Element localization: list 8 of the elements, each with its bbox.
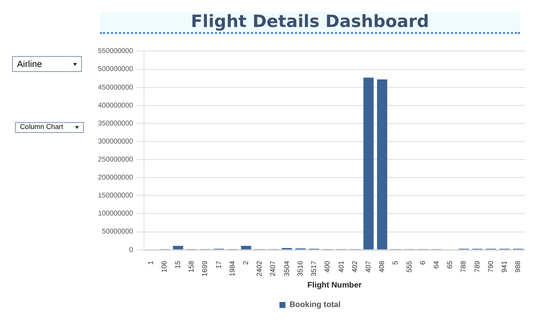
legend-label: Booking total: [289, 300, 341, 310]
bar: [363, 78, 374, 250]
bar: [172, 246, 184, 250]
x-axis-title: Flight Number: [307, 280, 362, 290]
dropdown: Airline: [12, 56, 82, 72]
chart-title: Flight Details Dashboard: [100, 12, 520, 34]
bar: [377, 79, 388, 250]
bar: [240, 246, 252, 250]
